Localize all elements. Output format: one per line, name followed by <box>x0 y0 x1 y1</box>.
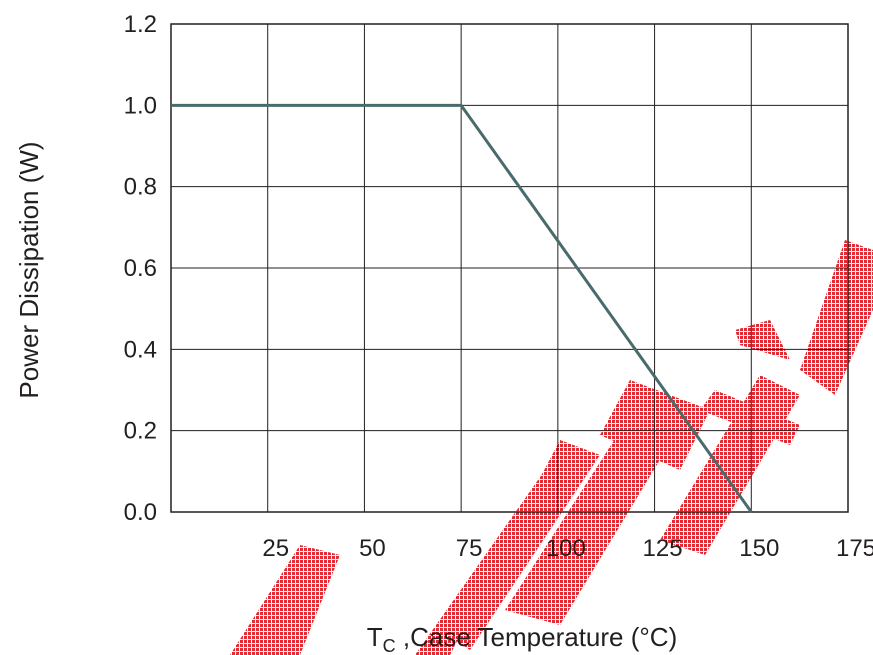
x-tick-label: 100 <box>546 535 586 562</box>
y-tick-label: 0.2 <box>124 418 157 445</box>
series-line-0 <box>171 103 753 513</box>
x-tick-label: 25 <box>262 535 289 562</box>
y-tick-label: 0.0 <box>124 499 157 526</box>
y-tick-label: 0.6 <box>124 255 157 282</box>
series-layer <box>171 103 753 513</box>
y-tick-label: 0.4 <box>124 336 157 363</box>
plot-border <box>170 23 849 513</box>
x-axis-title-main: T <box>367 622 383 652</box>
x-axis-title: TC ,Case Temperature (°C) <box>367 622 677 655</box>
x-tick-label: 125 <box>643 535 683 562</box>
x-axis-ticks: 25 50 75 100 125 150 175 <box>262 535 873 562</box>
watermark-logo <box>230 240 873 655</box>
x-tick-label: 150 <box>739 535 779 562</box>
y-tick-label: 0.8 <box>124 174 157 201</box>
plot-area <box>170 23 849 513</box>
y-axis-title: Power Dissipation (W) <box>14 141 44 398</box>
x-tick-label: 75 <box>456 535 483 562</box>
y-tick-label: 1.0 <box>124 92 157 119</box>
x-tick-label: 175 <box>836 535 873 562</box>
y-axis-ticks: 0.0 0.2 0.4 0.6 0.8 1.0 1.2 <box>124 11 157 526</box>
x-tick-label: 50 <box>359 535 386 562</box>
x-axis-title-rest: ,Case Temperature (°C) <box>396 622 678 652</box>
x-axis-title-subscript: C <box>383 636 396 655</box>
y-tick-label: 1.2 <box>124 11 157 38</box>
